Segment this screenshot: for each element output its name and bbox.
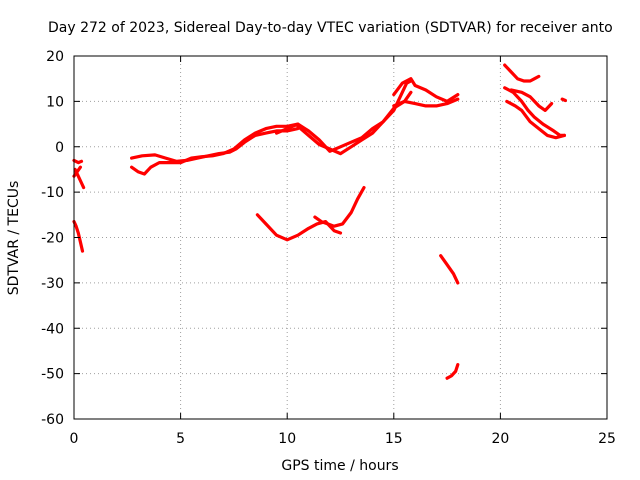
y-tick-label: -60 xyxy=(41,412,64,428)
series-arc-15 xyxy=(503,63,541,83)
y-tick-label: -50 xyxy=(41,367,64,383)
series-arc-13 xyxy=(439,254,460,285)
series-arc-11 xyxy=(255,213,343,242)
x-tick-label: 5 xyxy=(176,431,185,447)
series-arc-7 xyxy=(274,79,413,153)
series-arc-9 xyxy=(392,77,460,103)
x-tick-label: 15 xyxy=(385,431,403,447)
x-tick-label: 20 xyxy=(491,431,509,447)
ticks xyxy=(73,55,608,420)
y-tick-label: -10 xyxy=(41,185,64,201)
series-group xyxy=(72,63,567,380)
x-tick-label: 25 xyxy=(598,431,616,447)
series-arc-16 xyxy=(503,86,566,137)
series-arc-14 xyxy=(445,363,460,380)
y-tick-labels: 20 10 0 -10 -20 -30 -40 -50 -60 xyxy=(41,49,64,428)
series-arc-12 xyxy=(313,186,366,228)
series-arc-8 xyxy=(296,90,413,156)
y-tick-label: -30 xyxy=(41,276,64,292)
series-arc-17 xyxy=(505,99,566,140)
y-tick-label: -20 xyxy=(41,231,64,247)
series-arc-19 xyxy=(560,97,567,103)
series-arc-4 xyxy=(72,220,85,253)
series-arc-6 xyxy=(130,122,300,176)
series-arc-18 xyxy=(509,88,554,112)
chart-title: Day 272 of 2023, Sidereal Day-to-day VTE… xyxy=(48,20,613,36)
y-tick-label: 10 xyxy=(46,94,64,110)
y-tick-label: 0 xyxy=(55,140,64,156)
series-arc-10 xyxy=(392,97,460,108)
x-axis-label: GPS time / hours xyxy=(281,458,398,474)
series-arc-3 xyxy=(73,167,86,190)
x-tick-labels: 0 5 10 15 20 25 xyxy=(70,431,616,447)
x-tick-label: 10 xyxy=(278,431,296,447)
series-arc-1 xyxy=(72,158,84,165)
x-tick-label: 0 xyxy=(70,431,79,447)
grid xyxy=(74,56,607,419)
y-axis-label: SDTVAR / TECUs xyxy=(6,181,22,296)
y-tick-label: 20 xyxy=(46,49,64,65)
y-tick-label: -40 xyxy=(41,321,64,337)
